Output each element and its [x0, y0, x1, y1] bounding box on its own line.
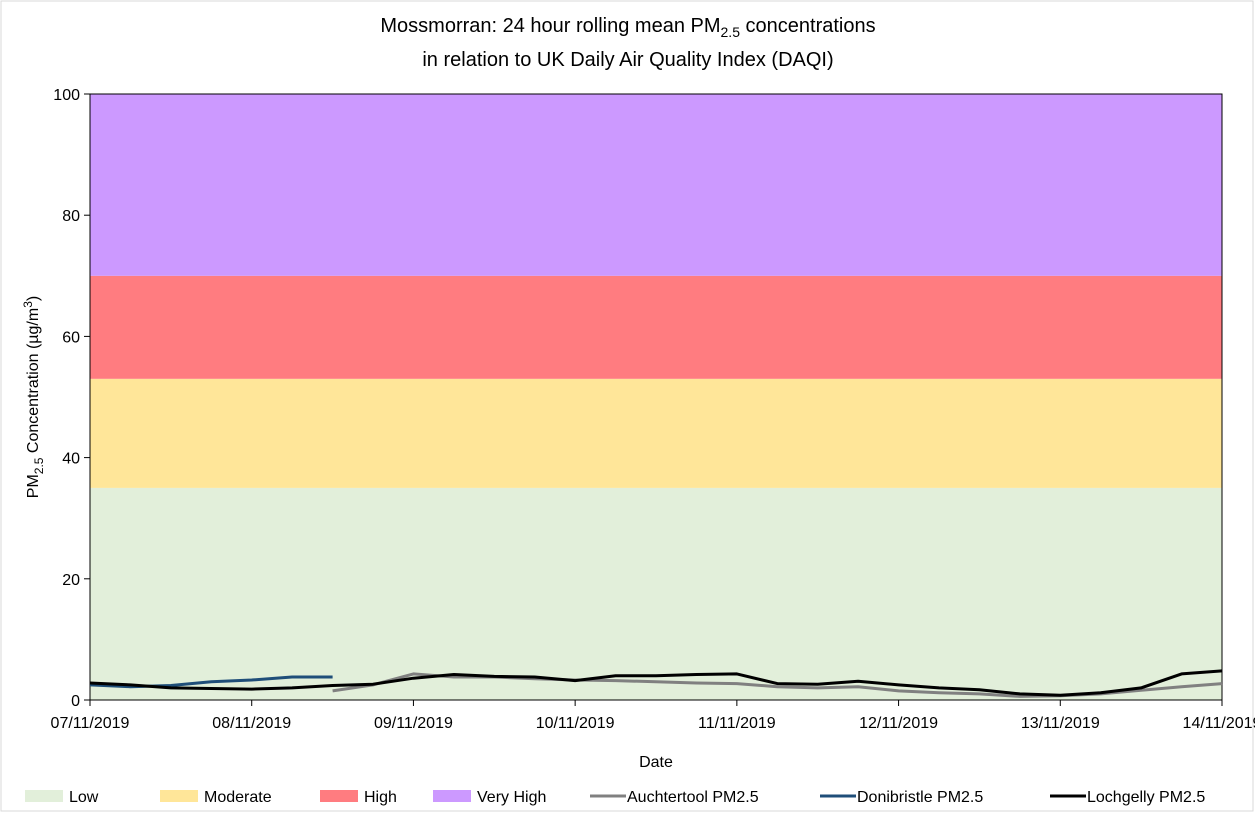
band: [90, 487, 1222, 700]
y-label-subscript: 2.5: [32, 457, 46, 474]
chart-title: Mossmorran: 24 hour rolling mean PM2.5 c…: [380, 15, 875, 40]
legend-label: Auchtertool PM2.5: [627, 789, 759, 806]
y-tick-label: 80: [62, 208, 80, 225]
legend-label: Lochgelly PM2.5: [1087, 789, 1205, 806]
title-text: Mossmorran: 24 hour rolling mean PM: [380, 15, 720, 37]
series-line: [89, 669, 1223, 697]
legend-swatch: [433, 790, 471, 802]
band: [90, 94, 1222, 276]
y-tick-label: 0: [71, 693, 80, 710]
title-subscript: 2.5: [721, 24, 741, 40]
y-axis-label: PM2.5 Concentration (µg/m3): [21, 296, 46, 498]
x-tick-label: 08/11/2019: [212, 715, 291, 732]
y-tick-label: 60: [62, 329, 80, 346]
legend-label: Very High: [477, 789, 546, 806]
y-tick-label: 20: [62, 572, 80, 589]
x-tick-label: 11/11/2019: [698, 715, 776, 732]
chart-subtitle: in relation to UK Daily Air Quality Inde…: [422, 49, 833, 71]
x-tick-label: 14/11/2019: [1183, 715, 1255, 732]
y-label-text: ): [25, 296, 42, 301]
x-tick-label: 13/11/2019: [1021, 715, 1100, 732]
x-tick-label: 12/11/2019: [859, 715, 938, 732]
y-tick-label: 100: [53, 87, 80, 104]
x-tick-label: 10/11/2019: [536, 715, 615, 732]
legend-label: Moderate: [204, 789, 272, 806]
title-text: concentrations: [740, 15, 876, 37]
legend-swatch: [25, 790, 63, 802]
plot-frame: [89, 93, 1223, 701]
legend-swatch: [320, 790, 358, 802]
band: [90, 378, 1222, 488]
band: [90, 275, 1222, 379]
x-tick-label: 07/11/2019: [51, 715, 130, 732]
legend-label: Donibristle PM2.5: [857, 789, 983, 806]
x-tick-label: 09/11/2019: [374, 715, 453, 732]
legend-label: High: [364, 789, 397, 806]
legend-swatch: [160, 790, 198, 802]
y-label-text: PM: [25, 474, 42, 498]
legend-label: Low: [69, 789, 99, 806]
y-label-text: Concentration (µg/m: [25, 308, 42, 458]
x-axis-label: Date: [639, 754, 673, 771]
y-label-superscript: 3: [21, 301, 35, 308]
series-line: [89, 675, 333, 689]
y-tick-label: 40: [62, 451, 80, 468]
